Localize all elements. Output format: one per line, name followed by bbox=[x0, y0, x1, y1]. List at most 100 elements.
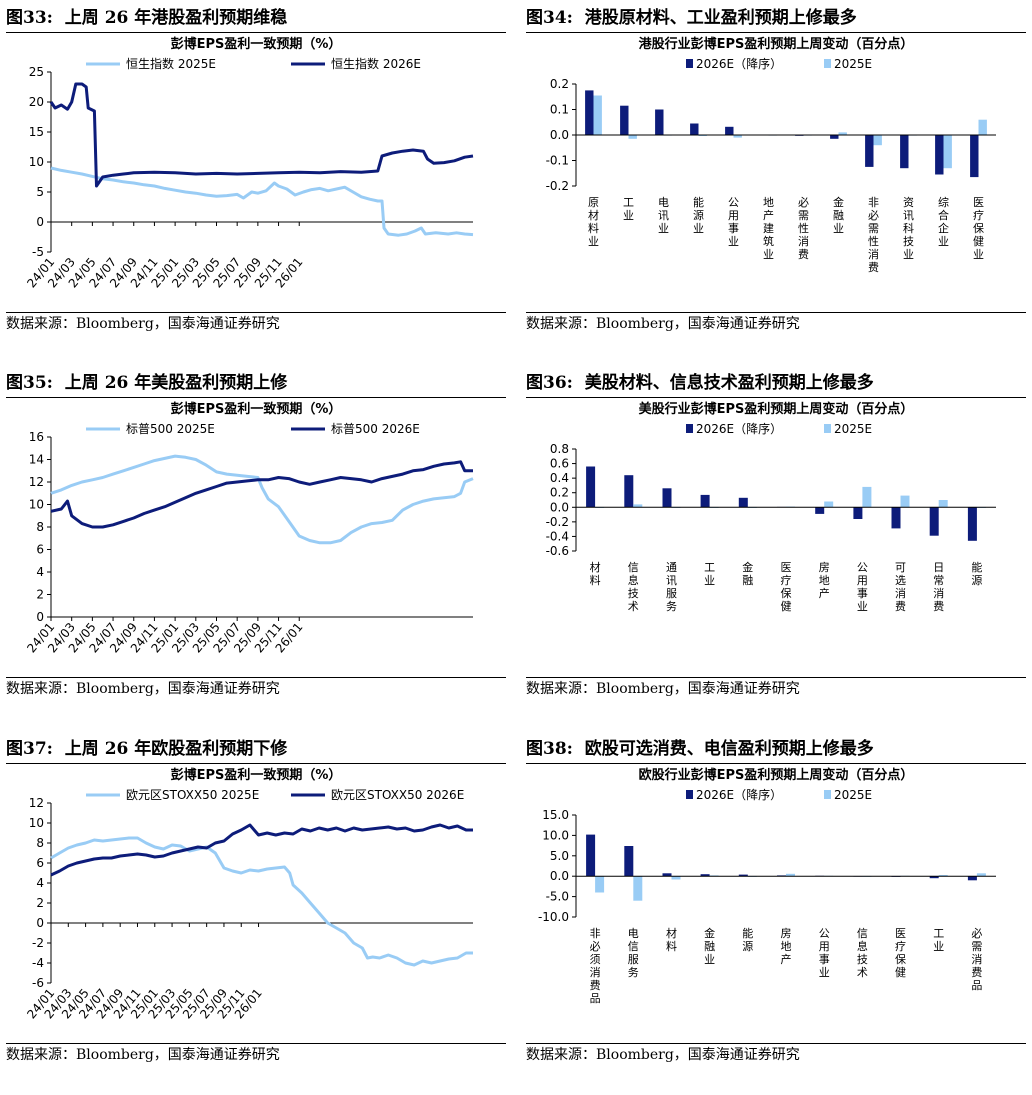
y-tick-label: 15 bbox=[29, 125, 44, 139]
category-label-char: 用 bbox=[728, 209, 739, 222]
figure-number: 图36: bbox=[526, 373, 573, 393]
bar-2026e bbox=[725, 126, 734, 135]
y-tick-label: 10.0 bbox=[542, 828, 569, 842]
y-tick-label: 15.0 bbox=[542, 808, 569, 822]
category-label-char: 用 bbox=[819, 940, 830, 953]
y-tick-label: 0 bbox=[36, 215, 44, 229]
category-label-char: 工 bbox=[623, 196, 634, 209]
legend-label: 2025E bbox=[834, 57, 872, 71]
category-label-char: 工 bbox=[704, 561, 715, 574]
chart-title: 港股行业彭博EPS盈利预期上周变动（百分点） bbox=[639, 36, 914, 52]
panel-36: 图36: 美股材料、信息技术盈利预期上修最多 美股行业彭博EPS盈利预期上周变动… bbox=[526, 369, 1026, 729]
category-label-char: 医 bbox=[781, 561, 792, 574]
category-label-char: 公 bbox=[857, 561, 868, 574]
category-label-char: 公 bbox=[728, 196, 739, 209]
bar-2026e bbox=[655, 109, 664, 135]
y-tick-label: 6 bbox=[36, 856, 44, 870]
chart-us-sector-bar: 美股行业彭博EPS盈利预期上周变动（百分点） 2026E（降序） 2025E -0.6… bbox=[546, 401, 996, 613]
y-tick-label: -5.0 bbox=[546, 890, 569, 904]
chart-hk-sector-bar: 港股行业彭博EPS盈利预期上周变动（百分点） 2026E（降序） 2025E -0.2… bbox=[546, 36, 996, 274]
series-line-2025e bbox=[50, 166, 474, 237]
source-note: 数据来源：Bloomberg，国泰海通证券研究 bbox=[526, 677, 1026, 700]
y-tick-label: -2 bbox=[32, 936, 44, 950]
legend-label: 欧元区STOXX50 2025E bbox=[126, 788, 259, 802]
category-label-char: 产 bbox=[819, 586, 830, 600]
bar-2025e bbox=[938, 500, 948, 508]
category-label-char: 业 bbox=[973, 248, 984, 261]
y-tick-label: 0.0 bbox=[550, 869, 569, 883]
bar-2026e bbox=[738, 497, 748, 508]
legend-swatch bbox=[686, 790, 693, 799]
panel-37: 图37: 上周 26 年欧股盈利预期下修 彭博EPS盈利一致预期（%） 欧元区ST… bbox=[6, 735, 506, 1095]
category-label-char: 通 bbox=[666, 561, 677, 574]
category-label-char: 业 bbox=[623, 209, 634, 222]
category-label-char: 疗 bbox=[781, 573, 792, 587]
category-label-char: 筑 bbox=[763, 234, 774, 248]
y-tick-label: 12 bbox=[29, 796, 44, 810]
y-tick-label: 16 bbox=[29, 430, 44, 444]
y-tick-label: -10.0 bbox=[538, 910, 569, 924]
category-label-char: 费 bbox=[933, 600, 944, 613]
category-label-char: 源 bbox=[693, 208, 704, 222]
category-label-char: 产 bbox=[763, 208, 774, 222]
category-label-char: 性 bbox=[798, 221, 809, 235]
bar-2025e bbox=[943, 135, 952, 169]
panel-35: 图35: 上周 26 年美股盈利预期上修 彭博EPS盈利一致预期（%） 标普500… bbox=[6, 369, 506, 729]
category-label-char: 必 bbox=[590, 940, 601, 953]
category-label-char: 科 bbox=[903, 221, 914, 235]
source-note: 数据来源：Bloomberg，国泰海通证券研究 bbox=[6, 677, 506, 700]
category-label-char: 消 bbox=[933, 586, 944, 600]
category-label-char: 业 bbox=[933, 940, 944, 953]
category-label-char: 料 bbox=[588, 221, 599, 235]
chart-title: 美股行业彭博EPS盈利预期上周变动（百分点） bbox=[639, 401, 914, 417]
chart-hk-eps-line: 彭博EPS盈利一致预期（%） 恒生指数 2025E 恒生指数 2026E -5 0 5 10… bbox=[24, 36, 474, 290]
category-label-char: 健 bbox=[895, 966, 906, 979]
y-tick-label: 5 bbox=[36, 185, 44, 199]
category-label-char: 金 bbox=[833, 195, 844, 209]
bar-2026e bbox=[738, 874, 748, 877]
category-label-char: 疗 bbox=[895, 939, 906, 953]
source-note: 数据来源：Bloomberg，国泰海通证券研究 bbox=[526, 312, 1026, 335]
series-line-2025e bbox=[50, 836, 473, 967]
category-label-char: 资 bbox=[903, 196, 914, 209]
bar-2026e bbox=[967, 876, 977, 881]
category-label-char: 保 bbox=[895, 952, 906, 966]
bar-2025e bbox=[671, 876, 681, 880]
bar-2026e bbox=[662, 873, 672, 877]
category-label-char: 能 bbox=[693, 195, 704, 209]
legend-swatch bbox=[686, 424, 693, 433]
legend-label: 恒生指数 2025E bbox=[126, 56, 216, 71]
category-label-char: 地 bbox=[763, 196, 774, 209]
category-label-char: 讯 bbox=[903, 209, 914, 222]
category-label-char: 业 bbox=[693, 222, 704, 235]
category-label-char: 业 bbox=[588, 235, 599, 248]
bar-2026e bbox=[815, 507, 825, 514]
y-tick-label: 10 bbox=[29, 816, 44, 830]
category-label-char: 料 bbox=[666, 939, 677, 953]
category-label-char: 疗 bbox=[973, 208, 984, 222]
source-note: 数据来源：Bloomberg，国泰海通证券研究 bbox=[526, 1043, 1026, 1066]
bar-2025e bbox=[633, 504, 643, 508]
series-line-2025e bbox=[50, 454, 474, 545]
category-label-char: 品 bbox=[590, 992, 601, 1005]
bar-2026e bbox=[929, 507, 939, 536]
y-tick-label: 0.6 bbox=[550, 457, 569, 471]
category-label-char: 原 bbox=[588, 196, 599, 209]
category-label-char: 非 bbox=[590, 927, 601, 940]
chart-eu-sector-bar: 欧股行业彭博EPS盈利预期上周变动（百分点） 2026E（降序） 2025E -10.… bbox=[538, 767, 996, 1005]
y-tick-label: 0 bbox=[36, 916, 44, 930]
category-label-char: 务 bbox=[628, 966, 639, 979]
category-label-char: 必 bbox=[971, 927, 982, 940]
category-label-char: 费 bbox=[971, 966, 982, 979]
legend-label: 2026E（降序） bbox=[696, 421, 782, 436]
category-label-char: 用 bbox=[857, 574, 868, 587]
category-label-char: 电 bbox=[658, 196, 669, 209]
y-tick-label: 0.0 bbox=[550, 500, 569, 514]
category-label-char: 融 bbox=[833, 209, 844, 222]
y-tick-label: 2 bbox=[36, 896, 44, 910]
category-label-char: 服 bbox=[666, 587, 677, 600]
figure-heading: 上周 26 年港股盈利预期维稳 bbox=[64, 8, 288, 28]
legend-swatch bbox=[824, 790, 831, 799]
category-label-char: 信 bbox=[628, 940, 639, 953]
category-label-char: 建 bbox=[763, 221, 774, 235]
